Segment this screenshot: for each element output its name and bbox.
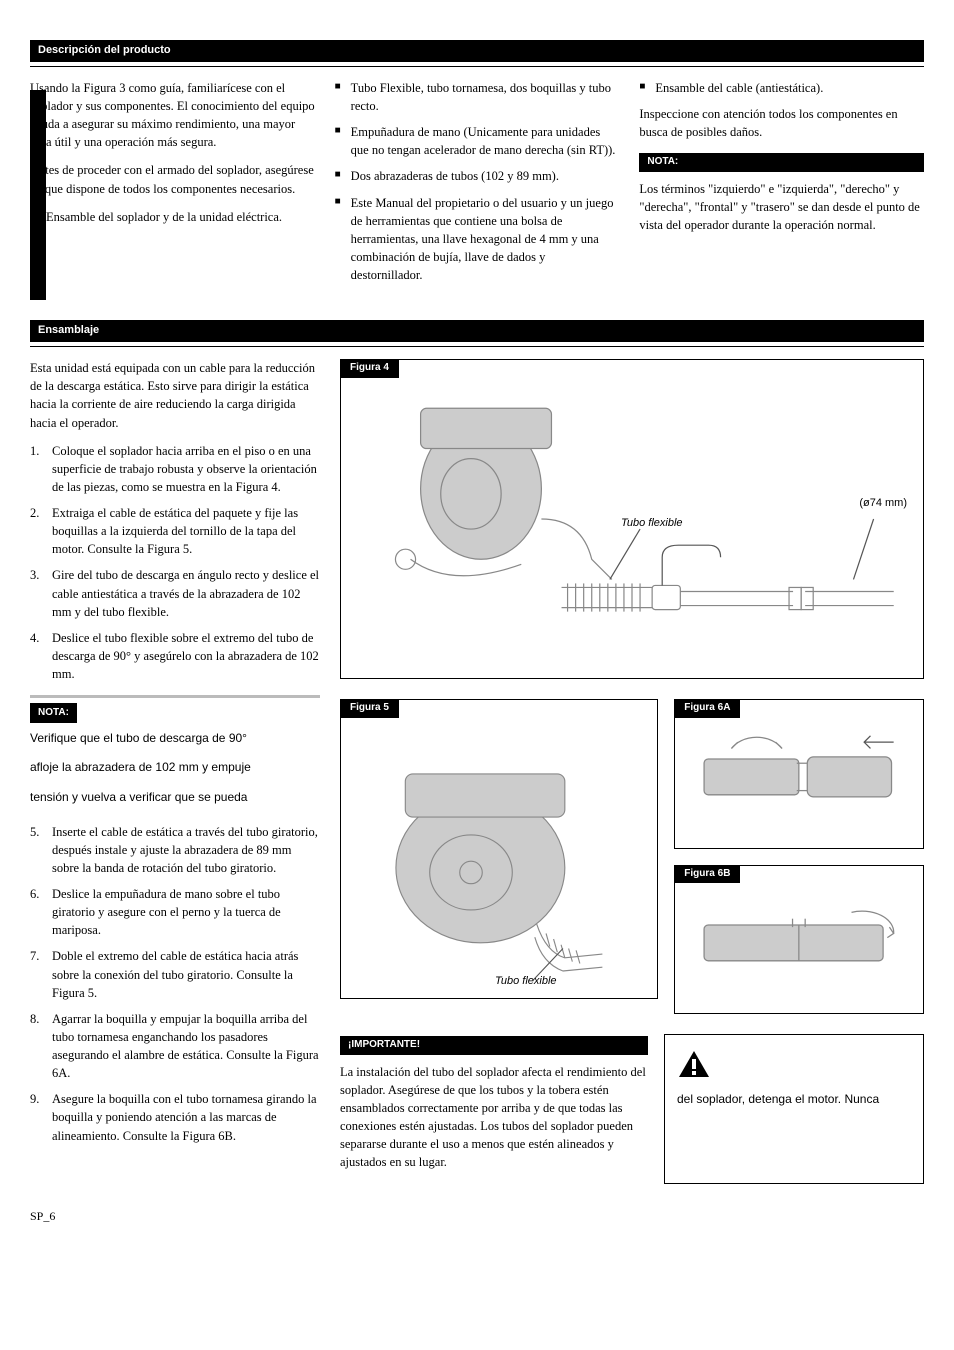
top-col-1: Usando la Figura 3 como guía, familiaríc… [30,79,315,292]
side-tab [30,90,46,300]
step-7: Doble el extremo del cable de estática h… [30,947,320,1001]
figure-6a-label: Figura 6A [674,699,740,718]
note-box: NOTA: Verifique que el tubo de descarga … [30,695,320,807]
figure-4-dim: (ø74 mm) [859,496,907,512]
figure-4-tubo: Tubo flexible [621,516,683,532]
step-5: Inserte el cable de estática a través de… [30,823,320,877]
note-line: Verifique que el tubo de descarga de 90° [30,729,320,748]
caution-box: del soplador, detenga el motor. Nunca [664,1034,924,1184]
figure-6b: Figura 6B [674,865,924,1015]
descripcion-header: Descripción del producto [30,40,924,62]
intro-p1: Usando la Figura 3 como guía, familiaríc… [30,79,315,152]
note-line: afloje la abrazadera de 102 mm y empuje [30,758,320,777]
figure-4: Figura 4 [340,359,924,679]
figure-5-label: Figura 5 [340,699,399,718]
list-item: Empuñadura de mano (Unicamente para unid… [335,123,620,159]
figure-6a: Figura 6A [674,699,924,849]
step-9: Asegure la boquilla con el tubo tornames… [30,1090,320,1144]
list-item: Ensamble del soplador y de la unidad elé… [30,208,315,226]
assembly-text-col: Esta unidad está equipada con un cable p… [30,359,320,1153]
list-item: Este Manual del propietario o del usuari… [335,194,620,285]
figures-col: Figura 4 [340,359,924,1184]
figure-5-tubo: Tubo flexible [495,974,557,990]
step-8: Agarrar la boquilla y empujar la boquill… [30,1010,320,1083]
nota-header-2: NOTA: [30,703,77,723]
caution-text: del soplador, detenga el motor. Nunca [677,1090,911,1108]
top-col-3: Ensamble del cable (antiestática). Inspe… [639,79,924,292]
importante-block: ¡IMPORTANTE! La instalación del tubo del… [340,1034,648,1184]
figure-5: Figura 5 [340,699,658,999]
list-item: Ensamble del cable (antiestática). [639,79,924,97]
step-4: Deslice el tubo flexible sobre el extrem… [30,629,320,683]
figure-6b-label: Figura 6B [674,865,740,884]
note-line: tensión y vuelva a verificar que se pued… [30,788,320,807]
step-2: Extraiga el cable de estática del paquet… [30,504,320,558]
importante-text: La instalación del tubo del soplador afe… [340,1063,648,1172]
step-3: Gire del tubo de descarga en ángulo rect… [30,566,320,620]
assembly-intro: Esta unidad está equipada con un cable p… [30,359,320,432]
step-6: Deslice la empuñadura de mano sobre el t… [30,885,320,939]
step-1: Coloque el soplador hacia arriba en el p… [30,442,320,496]
page-number: SP_6 [30,1208,924,1225]
warning-icon [677,1049,711,1079]
terms-text: Los términos "izquierdo" e "izquierda", … [639,180,924,234]
list-item: Tubo Flexible, tubo tornamesa, dos boqui… [335,79,620,115]
ensamblaje-header: Ensamblaje [30,320,924,342]
figure-4-label: Figura 4 [340,359,399,378]
importante-header: ¡IMPORTANTE! [340,1036,648,1055]
intro-p2: Antes de proceder con el armado del sopl… [30,161,315,197]
nota-header-1: NOTA: [639,153,924,172]
top-col-2: Tubo Flexible, tubo tornamesa, dos boqui… [335,79,620,292]
list-item: Dos abrazaderas de tubos (102 y 89 mm). [335,167,620,185]
inspect-text: Inspeccione con atención todos los compo… [639,105,924,141]
